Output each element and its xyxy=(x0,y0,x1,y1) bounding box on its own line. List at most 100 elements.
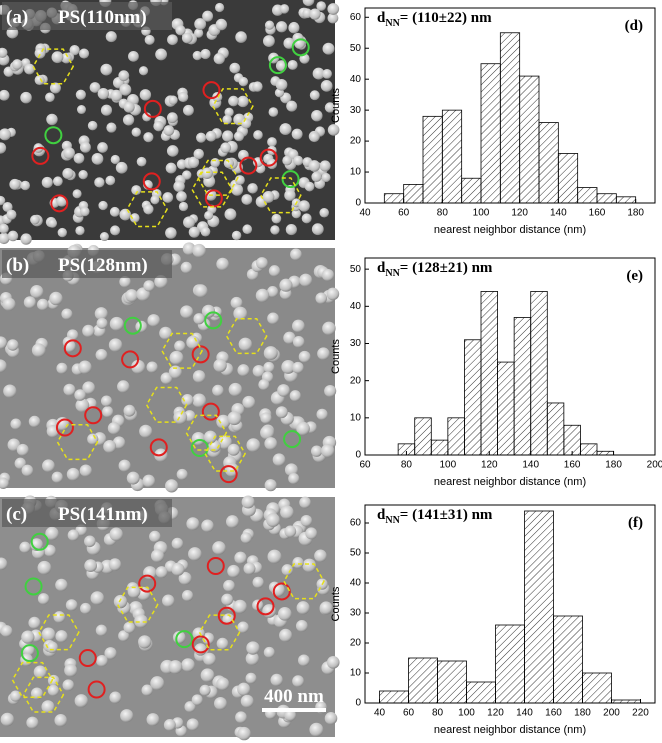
particle xyxy=(228,382,243,397)
particle xyxy=(194,643,207,656)
y-tick-label: 50 xyxy=(350,43,362,54)
histogram-bar xyxy=(430,439,449,456)
particle xyxy=(230,296,243,309)
x-tick-label: 180 xyxy=(627,208,644,219)
x-axis-label: nearest neighbor distance (nm) xyxy=(434,224,586,236)
particle xyxy=(201,167,213,179)
particle xyxy=(2,297,16,311)
particle xyxy=(286,100,298,112)
particle xyxy=(288,22,300,34)
particle xyxy=(87,120,98,131)
particle xyxy=(298,200,310,212)
particle xyxy=(192,370,206,383)
particle xyxy=(178,91,189,103)
particle xyxy=(233,306,248,321)
particle xyxy=(201,304,216,318)
hexagon xyxy=(197,159,239,196)
particle xyxy=(237,726,251,741)
x-tick-label: 40 xyxy=(374,708,386,719)
particle xyxy=(10,418,22,430)
particle xyxy=(45,92,55,103)
x-tick-label: 180 xyxy=(605,460,622,471)
annotation-main: d xyxy=(377,507,386,523)
panel-title: PS(141nm) xyxy=(58,504,148,525)
marker-circle xyxy=(239,156,258,175)
particle xyxy=(282,155,293,166)
particle xyxy=(279,278,293,292)
annotation-sub: NN xyxy=(385,515,400,526)
y-tick-label: 0 xyxy=(355,698,361,709)
hexagon xyxy=(225,318,268,355)
particle xyxy=(242,395,256,409)
sem-panel: (a) PS(110nm) xyxy=(0,0,340,245)
particle xyxy=(203,430,217,444)
particle xyxy=(327,3,340,15)
histogram-bar xyxy=(580,443,598,456)
particle xyxy=(212,541,226,555)
particle xyxy=(30,285,44,299)
particle xyxy=(164,479,179,493)
particle xyxy=(252,81,263,92)
particle xyxy=(162,192,174,203)
particle xyxy=(188,547,202,561)
hexagon xyxy=(145,386,188,423)
particle xyxy=(163,125,175,136)
particle xyxy=(262,190,275,203)
particle xyxy=(150,676,165,691)
particle xyxy=(0,712,15,727)
particle xyxy=(9,178,21,190)
x-tick-label: 120 xyxy=(487,708,504,719)
particle xyxy=(183,104,194,116)
particle xyxy=(322,68,332,79)
particle xyxy=(11,59,23,70)
y-axis-label: Counts xyxy=(330,88,342,123)
particle xyxy=(174,340,186,352)
particle xyxy=(127,585,141,598)
particle xyxy=(0,359,7,373)
particle xyxy=(238,337,253,352)
particle xyxy=(69,44,80,56)
histogram-bar xyxy=(408,657,438,704)
hexagon xyxy=(283,563,325,600)
x-tick-label: 220 xyxy=(632,708,649,719)
particle xyxy=(6,209,17,220)
histogram-bar xyxy=(577,187,598,204)
particle xyxy=(201,519,214,533)
particle xyxy=(222,130,234,142)
marker-circle xyxy=(175,630,194,649)
annotation-rest: = (110±22) nm xyxy=(400,10,492,26)
particle xyxy=(212,384,224,397)
particle xyxy=(312,67,325,80)
particle xyxy=(264,437,278,450)
particle xyxy=(300,514,313,527)
y-tick-label: 40 xyxy=(350,301,362,312)
marker-circle xyxy=(143,99,162,118)
y-tick-label: 50 xyxy=(350,548,362,559)
particle xyxy=(200,226,211,237)
particle xyxy=(0,89,10,101)
particle xyxy=(167,34,178,46)
y-tick-label: 20 xyxy=(350,375,362,386)
hexagon xyxy=(37,614,80,651)
particle xyxy=(321,172,331,183)
particle xyxy=(14,457,27,470)
particle xyxy=(169,350,184,365)
particle xyxy=(284,463,298,477)
particle xyxy=(316,1,327,11)
y-tick-label: 20 xyxy=(350,638,362,649)
particle xyxy=(182,242,196,256)
particle xyxy=(316,408,328,421)
particle xyxy=(238,76,249,87)
particle xyxy=(110,225,121,236)
histogram-bar xyxy=(563,424,581,456)
particle xyxy=(291,128,303,140)
particle xyxy=(62,167,74,180)
hexagon xyxy=(161,332,203,369)
particle xyxy=(123,621,136,634)
particle xyxy=(193,148,204,160)
particle xyxy=(100,395,113,407)
particle xyxy=(48,218,58,228)
particle xyxy=(290,248,302,261)
particle xyxy=(231,183,244,196)
particle xyxy=(33,665,47,679)
